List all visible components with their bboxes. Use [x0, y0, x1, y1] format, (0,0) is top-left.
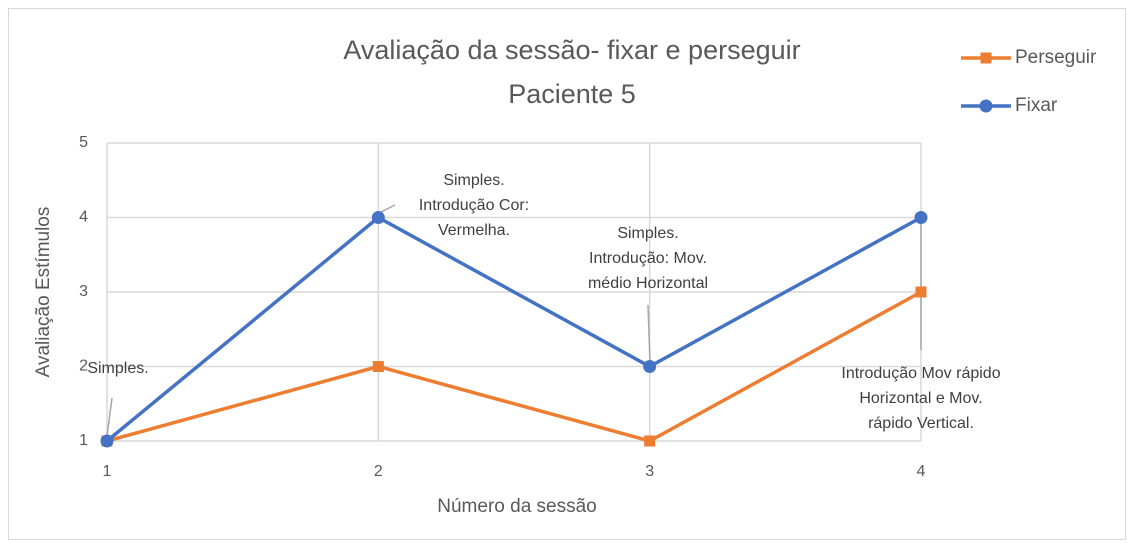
chart-border — [8, 8, 1126, 540]
marker — [371, 211, 385, 224]
x-tick-label: 4 — [917, 463, 926, 480]
marker — [644, 435, 656, 447]
annotation: médio Horizontal — [588, 275, 708, 292]
y-tick-label: 5 — [79, 134, 88, 151]
y-tick-label: 1 — [79, 432, 88, 449]
annotation: Introdução: Mov. — [589, 250, 707, 267]
annotation: Introdução Cor: — [419, 197, 529, 214]
y-tick-label: 3 — [79, 283, 88, 300]
annotation: Simples. — [87, 360, 148, 377]
legend-label: Fixar — [1015, 95, 1058, 116]
annotation: Horizontal e Mov. — [859, 390, 982, 407]
annotation: Introdução Mov rápido — [841, 365, 1000, 382]
series-line — [105, 215, 922, 443]
legend-marker — [979, 99, 993, 113]
leader-line — [647, 304, 651, 363]
y-tick-label: 2 — [79, 358, 88, 375]
x-tick-label: 3 — [645, 463, 654, 480]
chart-title: Paciente 5 — [508, 79, 636, 109]
y-axis-label: Avaliação Estímulos — [33, 207, 54, 378]
annotation: Vermelha. — [438, 222, 510, 239]
x-tick-label: 1 — [103, 463, 112, 480]
series-line — [106, 290, 922, 443]
marker — [643, 360, 657, 373]
legend-label: Perseguir — [1015, 47, 1097, 68]
x-axis-label: Número da sessão — [437, 496, 596, 517]
chart-title: Avaliação da sessão- fixar e perseguir — [343, 35, 800, 65]
leader-line — [380, 204, 396, 213]
annotation: rápido Vertical. — [868, 415, 974, 432]
annotation: Simples. — [617, 225, 678, 242]
y-tick-label: 4 — [79, 209, 88, 226]
marker — [915, 286, 927, 298]
leader-line — [106, 397, 113, 437]
annotation: Simples. — [443, 172, 504, 189]
x-tick-label: 2 — [374, 463, 383, 480]
marker — [100, 434, 114, 448]
marker — [914, 211, 928, 224]
marker — [372, 361, 384, 372]
legend-marker — [980, 52, 992, 64]
